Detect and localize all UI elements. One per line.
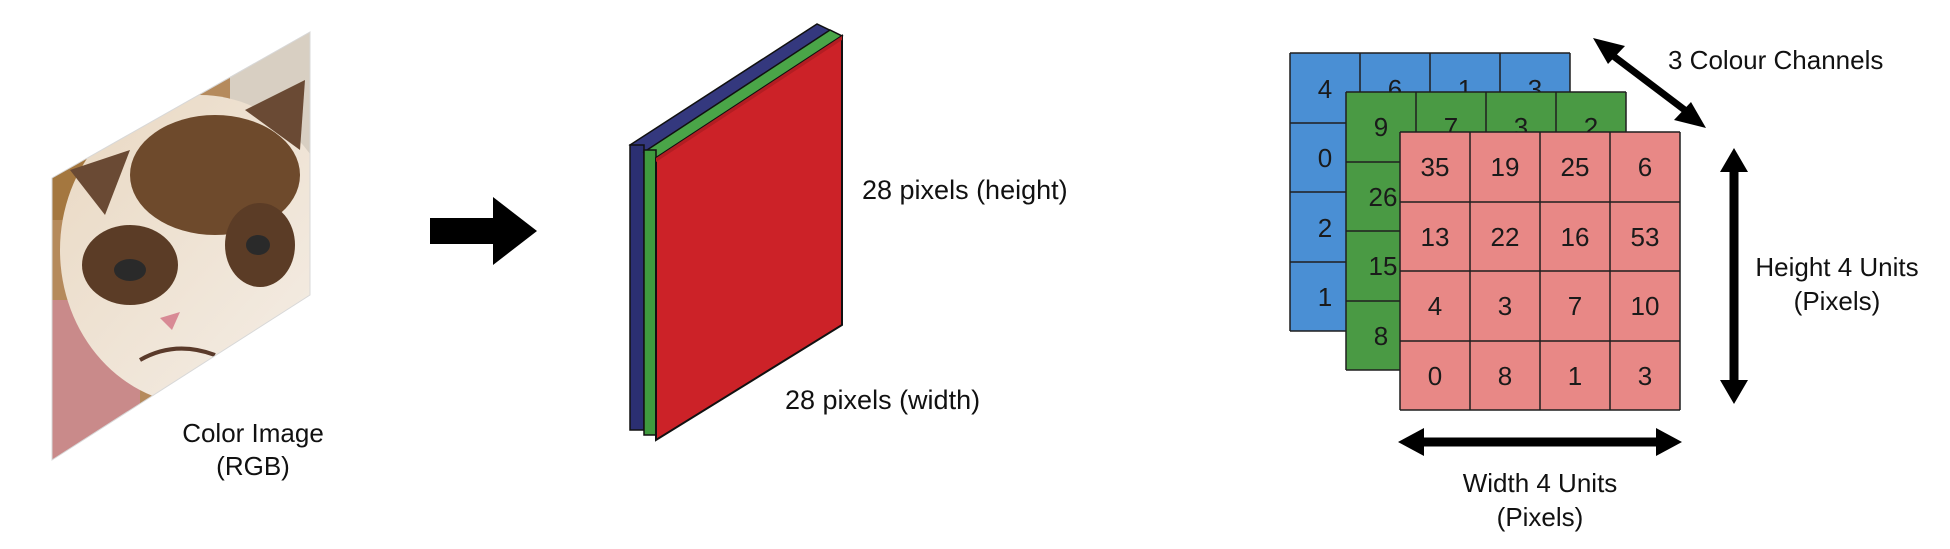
green-cell-r3c0: 8 [1374, 321, 1388, 351]
height-label-line2: (Pixels) [1794, 286, 1881, 316]
red-cell-r3c0: 0 [1428, 361, 1442, 391]
red-cell-r1c0: 13 [1421, 222, 1450, 252]
red-cell-r2c0: 4 [1428, 291, 1442, 321]
horizontal-double-arrow-icon [1398, 428, 1682, 456]
channels-label: 3 Colour Channels [1668, 45, 1883, 75]
volume-height-label: 28 pixels (height) [862, 175, 1068, 205]
volume-width-label: 28 pixels (width) [785, 385, 980, 415]
green-cell-r0c0: 9 [1374, 112, 1388, 142]
red-cell-r0c2: 25 [1561, 152, 1590, 182]
red-cell-r2c1: 3 [1498, 291, 1512, 321]
channel-grids-panel: 4 6 1 3 0 2 1 9 7 3 [1289, 38, 1919, 532]
blue-cell-r2c0: 2 [1318, 213, 1332, 243]
red-cell-r0c1: 19 [1491, 152, 1520, 182]
green-cell-r1c0: 26 [1369, 182, 1398, 212]
cat-photo [52, 32, 310, 460]
diagonal-double-arrow-icon [1593, 38, 1706, 128]
image-caption-line2: (RGB) [216, 451, 290, 481]
red-cell-r0c0: 35 [1421, 152, 1450, 182]
volume-panel: 28 pixels (height) 28 pixels (width) [628, 23, 1068, 442]
red-volume-face [655, 34, 843, 442]
red-cell-r2c2: 7 [1568, 291, 1582, 321]
right-arrow-icon [430, 197, 537, 265]
color-image-panel: Color Image (RGB) [51, 31, 324, 481]
red-cell-r0c3: 6 [1638, 152, 1652, 182]
width-label-line2: (Pixels) [1497, 502, 1584, 532]
height-label-line1: Height 4 Units [1755, 252, 1918, 282]
red-channel-grid: 35 19 25 6 13 22 16 53 4 3 7 10 0 8 1 3 [1399, 131, 1681, 411]
red-cell-r3c1: 8 [1498, 361, 1512, 391]
width-label-line1: Width 4 Units [1463, 468, 1618, 498]
green-cell-r2c0: 15 [1369, 251, 1398, 281]
image-caption-line1: Color Image [182, 418, 324, 448]
red-cell-r1c2: 16 [1561, 222, 1590, 252]
red-cell-r2c3: 10 [1631, 291, 1660, 321]
red-cell-r1c1: 22 [1491, 222, 1520, 252]
red-cell-r3c2: 1 [1568, 361, 1582, 391]
red-cell-r1c3: 53 [1631, 222, 1660, 252]
red-cell-r3c3: 3 [1638, 361, 1652, 391]
vertical-double-arrow-icon [1720, 148, 1748, 404]
blue-cell-r1c0: 0 [1318, 143, 1332, 173]
blue-cell-r0c0: 4 [1318, 74, 1332, 104]
blue-cell-r3c0: 1 [1318, 282, 1332, 312]
